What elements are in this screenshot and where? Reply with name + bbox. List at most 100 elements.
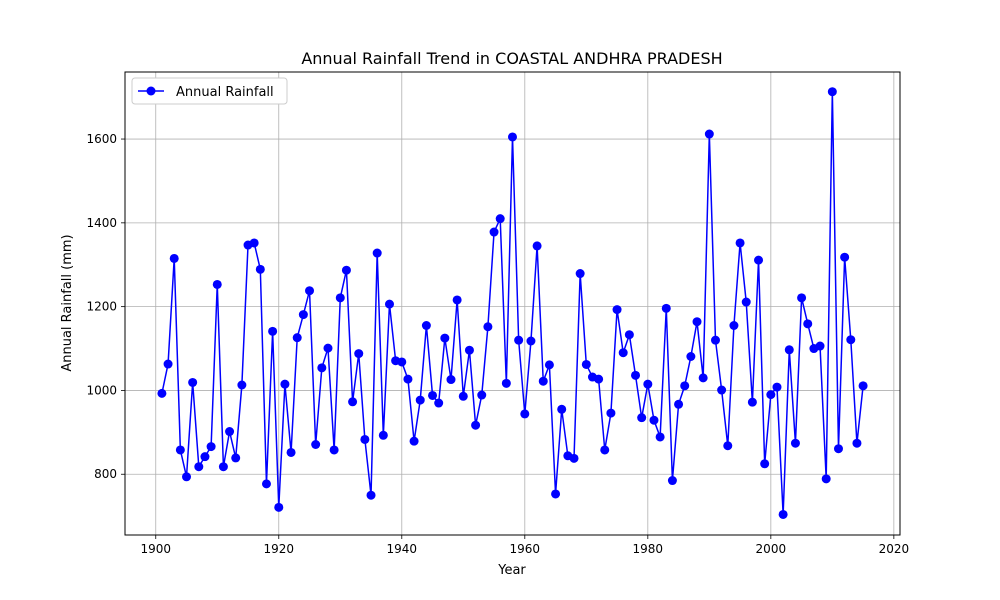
data-point [458, 391, 468, 401]
data-point [464, 345, 474, 355]
data-point [581, 359, 591, 369]
data-point [741, 297, 751, 307]
data-point [323, 343, 333, 353]
data-point [618, 348, 628, 358]
data-point [317, 363, 327, 373]
x-tick-label: 1920 [263, 542, 294, 556]
legend-marker-swatch [146, 86, 156, 96]
data-point [557, 404, 567, 414]
data-point [169, 253, 179, 263]
data-point [526, 336, 536, 346]
y-tick-label: 1400 [86, 216, 117, 230]
data-point [311, 440, 321, 449]
data-point [508, 132, 517, 142]
data-point [341, 265, 351, 275]
data-point [298, 310, 308, 320]
data-point [600, 445, 610, 455]
data-point [212, 279, 222, 289]
data-point [674, 399, 684, 409]
data-point [858, 381, 868, 391]
data-point [268, 326, 278, 336]
data-point [735, 238, 745, 248]
data-point [852, 438, 862, 448]
data-point [237, 380, 247, 390]
data-point [483, 322, 493, 332]
data-point [305, 286, 315, 296]
data-point [452, 295, 462, 305]
data-point [815, 341, 825, 351]
data-point [428, 390, 438, 400]
data-point [194, 462, 204, 472]
data-point [520, 409, 530, 419]
data-point [182, 472, 192, 482]
y-tick-label: 1000 [86, 383, 117, 397]
data-point [446, 375, 456, 385]
data-point [409, 436, 419, 446]
data-point [760, 459, 770, 469]
data-point [157, 388, 167, 398]
data-point [827, 87, 837, 97]
data-point [846, 335, 856, 345]
data-point [661, 303, 671, 313]
data-point [538, 376, 548, 386]
data-point [692, 317, 702, 327]
y-tick-label: 1200 [86, 300, 117, 314]
data-point [544, 360, 554, 370]
chart-title: Annual Rainfall Trend in COASTAL ANDHRA … [301, 49, 722, 68]
data-point [280, 379, 290, 389]
data-point [206, 442, 216, 452]
data-point [434, 398, 444, 408]
y-tick-label: 1600 [86, 132, 117, 146]
data-point [384, 299, 394, 309]
data-point [403, 374, 413, 384]
data-point [471, 420, 481, 430]
data-point [477, 390, 487, 400]
data-point [624, 330, 634, 340]
data-point [188, 377, 198, 387]
x-tick-label: 1980 [633, 542, 664, 556]
data-point [551, 489, 561, 499]
data-point [354, 349, 364, 359]
plot-frame [124, 71, 901, 536]
data-point [594, 374, 604, 384]
x-axis-label: Year [497, 563, 526, 578]
data-point [348, 397, 358, 407]
data-point [532, 241, 542, 251]
data-point [790, 438, 800, 448]
data-point [698, 373, 708, 383]
grid-lines [125, 72, 900, 535]
x-tick-label: 1900 [140, 542, 171, 556]
data-point [175, 445, 185, 455]
data-point [631, 370, 641, 380]
data-point [612, 305, 622, 315]
data-point [372, 248, 382, 258]
data-point [274, 502, 284, 512]
x-tick-label: 2000 [756, 542, 787, 556]
series-marker-layer [157, 87, 868, 519]
data-point [729, 321, 739, 330]
data-point [366, 490, 376, 500]
data-point [378, 430, 388, 440]
data-point [495, 214, 505, 224]
data-point [833, 444, 843, 454]
data-point [514, 335, 524, 345]
data-point [803, 319, 813, 329]
data-point [163, 359, 173, 369]
data-point [335, 293, 345, 303]
x-tick-label: 1940 [387, 542, 418, 556]
data-point [797, 293, 807, 303]
data-point [643, 379, 653, 389]
data-point [249, 238, 259, 248]
data-point [575, 269, 585, 279]
data-point [261, 479, 271, 489]
data-point [231, 453, 241, 463]
legend-label: Annual Rainfall [176, 85, 274, 100]
data-point [754, 255, 764, 265]
data-point [667, 476, 677, 486]
data-point [440, 333, 450, 343]
data-point [255, 264, 265, 274]
data-point [680, 381, 690, 391]
x-tick-label: 2020 [879, 542, 910, 556]
y-axis-label: Annual Rainfall (mm) [60, 234, 75, 371]
